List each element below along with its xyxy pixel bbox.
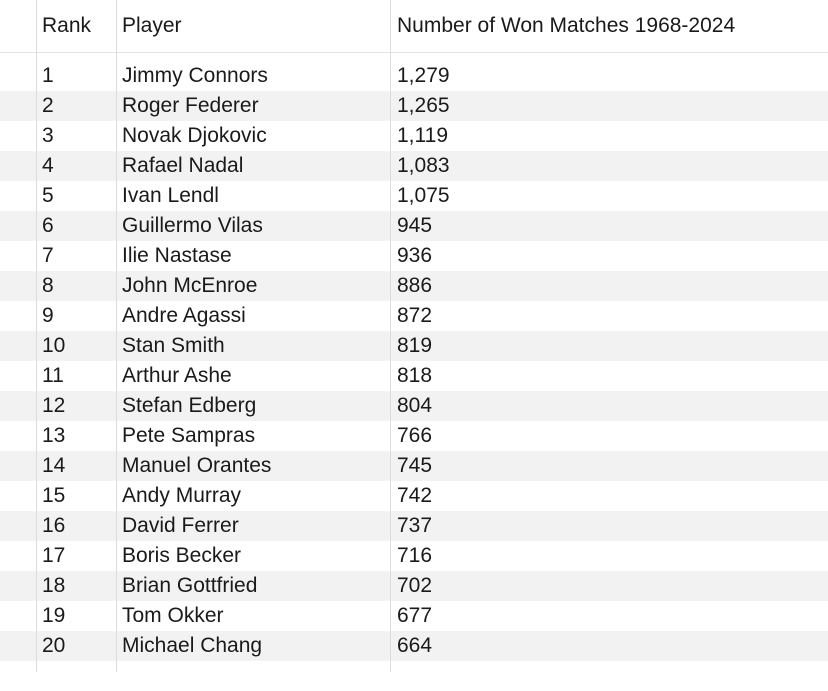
rank-cell: 13	[42, 424, 66, 447]
won-matches-cell: 1,279	[397, 64, 450, 87]
player-cell: Brian Gottfried	[122, 574, 258, 597]
table-row[interactable]: 17 Boris Becker 716	[0, 541, 828, 571]
won-matches-cell: 745	[397, 454, 433, 477]
column-header-rank[interactable]: Rank	[42, 14, 92, 37]
table-row[interactable]: 4 Rafael Nadal 1,083	[0, 151, 828, 181]
column-divider	[116, 0, 117, 672]
won-matches-cell: 1,265	[397, 94, 450, 117]
table-row[interactable]: 5 Ivan Lendl 1,075	[0, 181, 828, 211]
won-matches-cell: 1,119	[397, 124, 448, 147]
player-cell: Ivan Lendl	[122, 184, 219, 207]
table-row[interactable]: 9 Andre Agassi 872	[0, 301, 828, 331]
table-row[interactable]: 10 Stan Smith 819	[0, 331, 828, 361]
player-cell: Guillermo Vilas	[122, 214, 263, 237]
rank-cell: 10	[42, 334, 66, 357]
column-divider	[36, 0, 37, 672]
rank-cell: 3	[42, 124, 54, 147]
player-cell: David Ferrer	[122, 514, 239, 537]
rank-cell: 19	[42, 604, 66, 627]
rank-cell: 5	[42, 184, 54, 207]
table-row[interactable]: 18 Brian Gottfried 702	[0, 571, 828, 601]
won-matches-cell: 886	[397, 274, 433, 297]
table-row[interactable]: 19 Tom Okker 677	[0, 601, 828, 631]
won-matches-cell: 766	[397, 424, 433, 447]
data-table: Rank Player Number of Won Matches 1968-2…	[0, 0, 828, 672]
won-matches-cell: 677	[397, 604, 433, 627]
table-row[interactable]: 15 Andy Murray 742	[0, 481, 828, 511]
player-cell: Andre Agassi	[122, 304, 246, 327]
won-matches-cell: 804	[397, 394, 433, 417]
player-cell: Arthur Ashe	[122, 364, 232, 387]
column-divider	[390, 0, 391, 672]
won-matches-cell: 936	[397, 244, 433, 267]
rank-cell: 16	[42, 514, 66, 537]
player-cell: Ilie Nastase	[122, 244, 232, 267]
table-row[interactable]: 16 David Ferrer 737	[0, 511, 828, 541]
table-row[interactable]: 14 Manuel Orantes 745	[0, 451, 828, 481]
rank-cell: 6	[42, 214, 54, 237]
rank-cell: 14	[42, 454, 66, 477]
table-row[interactable]: 8 John McEnroe 886	[0, 271, 828, 301]
won-matches-cell: 664	[397, 634, 433, 657]
player-cell: Roger Federer	[122, 94, 259, 117]
table-row[interactable]: 11 Arthur Ashe 818	[0, 361, 828, 391]
rank-cell: 8	[42, 274, 54, 297]
rank-cell: 1	[42, 64, 54, 87]
player-cell: Novak Djokovic	[122, 124, 267, 147]
rank-cell: 2	[42, 94, 54, 117]
won-matches-cell: 742	[397, 484, 433, 507]
rank-cell: 18	[42, 574, 66, 597]
player-cell: Michael Chang	[122, 634, 263, 657]
player-cell: Boris Becker	[122, 544, 242, 567]
player-cell: John McEnroe	[122, 274, 258, 297]
rank-cell: 11	[42, 364, 64, 387]
table-row[interactable]: 7 Ilie Nastase 936	[0, 241, 828, 271]
rank-cell: 4	[42, 154, 54, 177]
table-row[interactable]: 13 Pete Sampras 766	[0, 421, 828, 451]
player-cell: Stefan Edberg	[122, 394, 257, 417]
won-matches-cell: 1,075	[397, 184, 450, 207]
table-row[interactable]: 6 Guillermo Vilas 945	[0, 211, 828, 241]
player-cell: Pete Sampras	[122, 424, 256, 447]
table-row[interactable]: 2 Roger Federer 1,265	[0, 91, 828, 121]
player-cell: Manuel Orantes	[122, 454, 272, 477]
player-cell: Jimmy Connors	[122, 64, 268, 87]
column-header-player[interactable]: Player	[122, 14, 182, 37]
rank-cell: 15	[42, 484, 66, 507]
table-header-row: Rank Player Number of Won Matches 1968-2…	[0, 0, 828, 53]
won-matches-cell: 819	[397, 334, 433, 357]
won-matches-cell: 737	[397, 514, 433, 537]
player-cell: Rafael Nadal	[122, 154, 244, 177]
table-row[interactable]: 20 Michael Chang 664	[0, 631, 828, 661]
won-matches-cell: 945	[397, 214, 433, 237]
won-matches-cell: 872	[397, 304, 433, 327]
table-row[interactable]: 3 Novak Djokovic 1,119	[0, 121, 828, 151]
won-matches-cell: 716	[397, 544, 433, 567]
rank-cell: 17	[42, 544, 66, 567]
won-matches-cell: 818	[397, 364, 433, 387]
table-row[interactable]: 12 Stefan Edberg 804	[0, 391, 828, 421]
empty-table-row	[0, 661, 828, 691]
rank-cell: 12	[42, 394, 66, 417]
rank-cell: 20	[42, 634, 66, 657]
rank-cell: 7	[42, 244, 54, 267]
table-row[interactable]: 1 Jimmy Connors 1,279	[0, 61, 828, 91]
rank-cell: 9	[42, 304, 54, 327]
column-header-won-matches[interactable]: Number of Won Matches 1968-2024	[397, 14, 736, 37]
won-matches-cell: 702	[397, 574, 433, 597]
player-cell: Stan Smith	[122, 334, 225, 357]
won-matches-cell: 1,083	[397, 154, 450, 177]
player-cell: Andy Murray	[122, 484, 242, 507]
player-cell: Tom Okker	[122, 604, 224, 627]
